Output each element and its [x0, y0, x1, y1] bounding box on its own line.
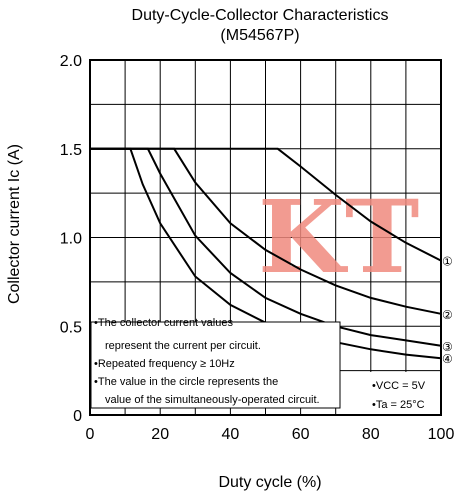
series-line-4 — [90, 147, 442, 360]
conditions-box-frame — [368, 372, 440, 414]
x-tick-label: 0 — [86, 426, 95, 443]
series-label-1: ① — [442, 255, 453, 269]
series-label-2: ② — [442, 308, 453, 322]
x-tick-label: 40 — [222, 426, 240, 443]
notes-box-frame — [90, 321, 341, 409]
y-tick-label: 1.0 — [60, 231, 82, 248]
series-lines — [90, 147, 442, 360]
x-tick-label: 60 — [292, 426, 310, 443]
series-label-4: ④ — [442, 352, 453, 366]
plot-frame — [89, 59, 442, 416]
x-tick-label: 100 — [428, 426, 455, 443]
series-line-2 — [90, 147, 442, 315]
x-tick-label: 80 — [362, 426, 380, 443]
y-tick-label: 1.5 — [60, 142, 82, 159]
series-line-3 — [90, 147, 442, 347]
y-tick-label: 0 — [73, 408, 82, 425]
series-labels: ① ② ③④ — [442, 255, 453, 367]
chart-title: Duty-Cycle-Collector Characteristics — [131, 7, 389, 24]
note-line: •The collector current values — [94, 317, 233, 329]
series-label-3: ③ — [442, 340, 453, 354]
y-tick-label: 2.0 — [60, 53, 82, 70]
chart-subtitle: (M54567P) — [220, 27, 300, 44]
x-tick-label: 20 — [151, 426, 169, 443]
y-tick-label: 0.5 — [60, 319, 82, 336]
condition-line: •Ta = 25°C — [372, 399, 425, 411]
note-line: •The value in the circle represents the — [94, 376, 278, 388]
x-axis-label: Duty cycle (%) — [218, 474, 322, 491]
series-line-1 — [90, 147, 442, 262]
condition-line: •VCC = 5V — [372, 380, 426, 392]
grid-lines — [90, 60, 441, 415]
note-line: •Repeated frequency ≥ 10Hz — [94, 358, 235, 370]
note-line: represent the current per circuit. — [105, 340, 261, 352]
note-line: value of the simultaneously-operated cir… — [105, 394, 320, 406]
tick-labels: 0 20 40 60 80 100 0 0.5 1.0 1.5 2.0 — [60, 53, 455, 443]
notes-box: •The collector current values represent t… — [90, 317, 440, 414]
